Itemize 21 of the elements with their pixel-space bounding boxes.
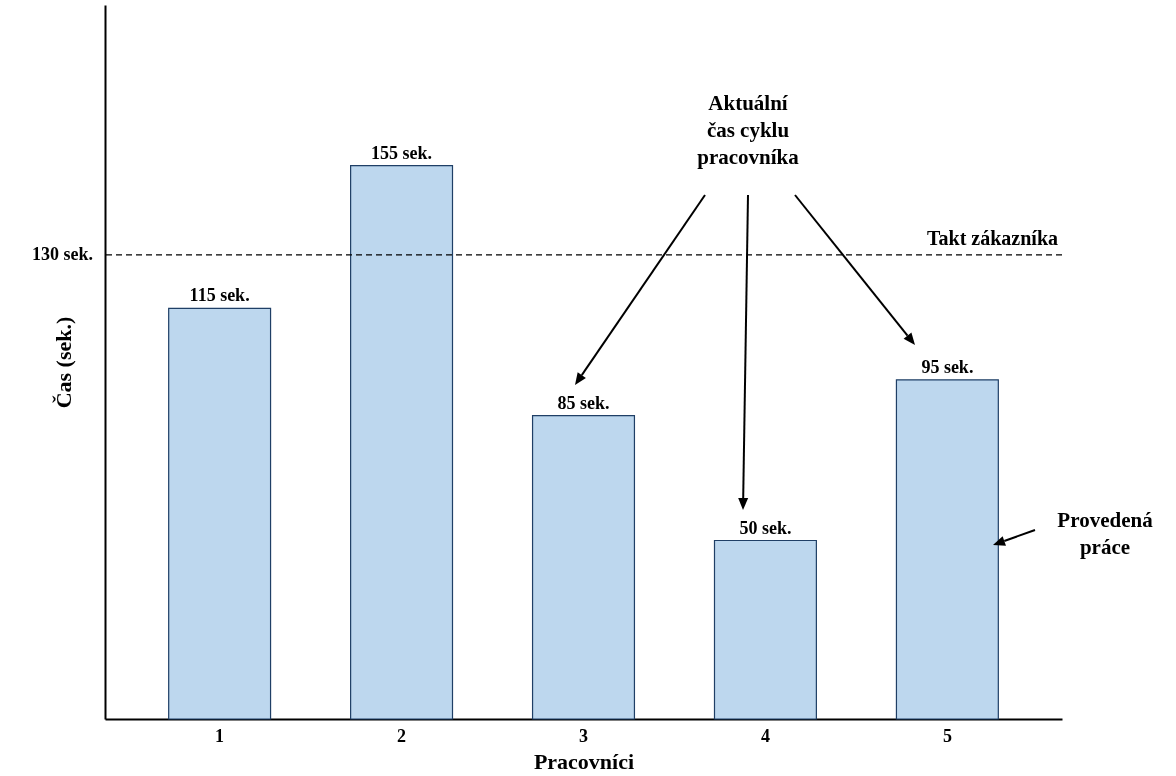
- x-tick-label: 5: [942, 725, 952, 746]
- data-label: 155 sek.: [371, 142, 433, 163]
- ref-line-label: 130 sek.: [31, 243, 93, 264]
- annotation: Provedená práce: [1057, 508, 1154, 559]
- data-label: 50 sek.: [739, 517, 792, 538]
- bar: [168, 307, 272, 720]
- y-axis-title: Čas (sek.): [50, 316, 76, 409]
- data-label: 95 sek.: [921, 356, 974, 377]
- data-label: 85 sek.: [557, 392, 610, 413]
- annotation: Takt zákazníka: [927, 226, 1058, 249]
- bar: [713, 539, 817, 720]
- annotation: Aktuální čas cyklu pracovníka: [697, 91, 800, 169]
- x-tick-label: 1: [215, 725, 225, 746]
- bar: [350, 165, 454, 720]
- bar: [531, 414, 636, 720]
- x-tick-label: 3: [579, 725, 588, 746]
- bar: [895, 379, 999, 720]
- data-label: 115 sek.: [189, 285, 250, 306]
- x-tick-label: 2: [397, 725, 407, 746]
- x-axis-title: Pracovníci: [533, 748, 635, 774]
- x-tick-label: 4: [760, 725, 770, 746]
